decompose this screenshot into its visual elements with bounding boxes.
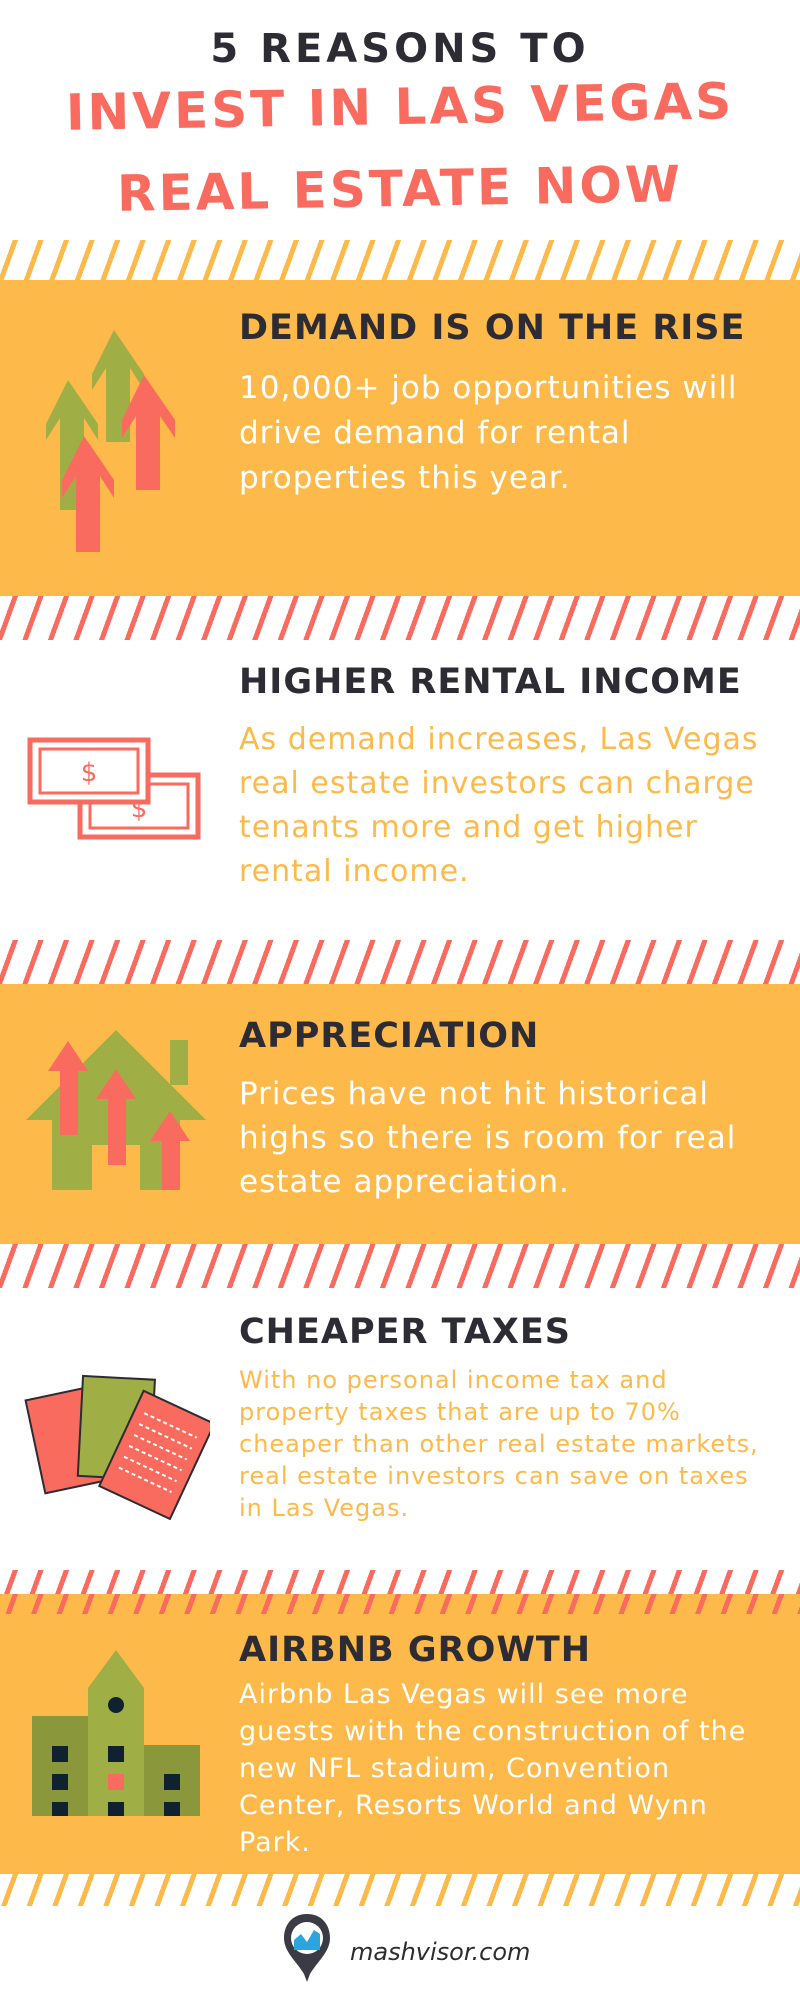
mashvisor-pin-logo-icon: [284, 1914, 330, 1982]
svg-text:$: $: [81, 758, 98, 788]
divider-stripes: [0, 1594, 800, 1614]
divider-stripes: [0, 1570, 800, 1596]
house-arrows-icon: [26, 1030, 206, 1190]
section-heading: HIGHER RENTAL INCOME: [239, 662, 742, 702]
divider-stripes: [0, 1244, 800, 1288]
section-heading: AIRBNB GROWTH: [239, 1630, 592, 1670]
arrows-up-icon: [46, 330, 175, 552]
section-body: Airbnb Las Vegas will see more guests wi…: [239, 1679, 747, 1858]
divider-stripes: [0, 596, 800, 640]
divider-stripes: [0, 940, 800, 984]
section-heading: CHEAPER TAXES: [239, 1312, 572, 1352]
title-line-2: INVEST IN LAS VEGAS: [65, 72, 735, 142]
divider-stripes: [0, 1874, 800, 1906]
buildings-icon: [32, 1650, 200, 1816]
divider-stripes: [0, 240, 800, 284]
title-line-3: REAL ESTATE NOW: [116, 155, 684, 223]
dollar-bills-icon: $ $: [27, 737, 201, 840]
section-body: 10,000+ job opportunities will drive dem…: [239, 370, 738, 496]
documents-icon: [24, 1374, 210, 1520]
section-heading: APPRECIATION: [239, 1016, 540, 1056]
section-body: As demand increases, Las Vegas real esta…: [239, 722, 759, 889]
section-body: Prices have not hit historical highs so …: [239, 1076, 737, 1200]
section-body: With no personal income tax and property…: [239, 1366, 759, 1522]
section-heading: DEMAND IS ON THE RISE: [239, 308, 746, 348]
section-demand: [0, 280, 800, 596]
title-line-1: 5 REASONS TO: [210, 26, 590, 72]
footer-brand: mashvisor.com: [350, 1938, 531, 1966]
